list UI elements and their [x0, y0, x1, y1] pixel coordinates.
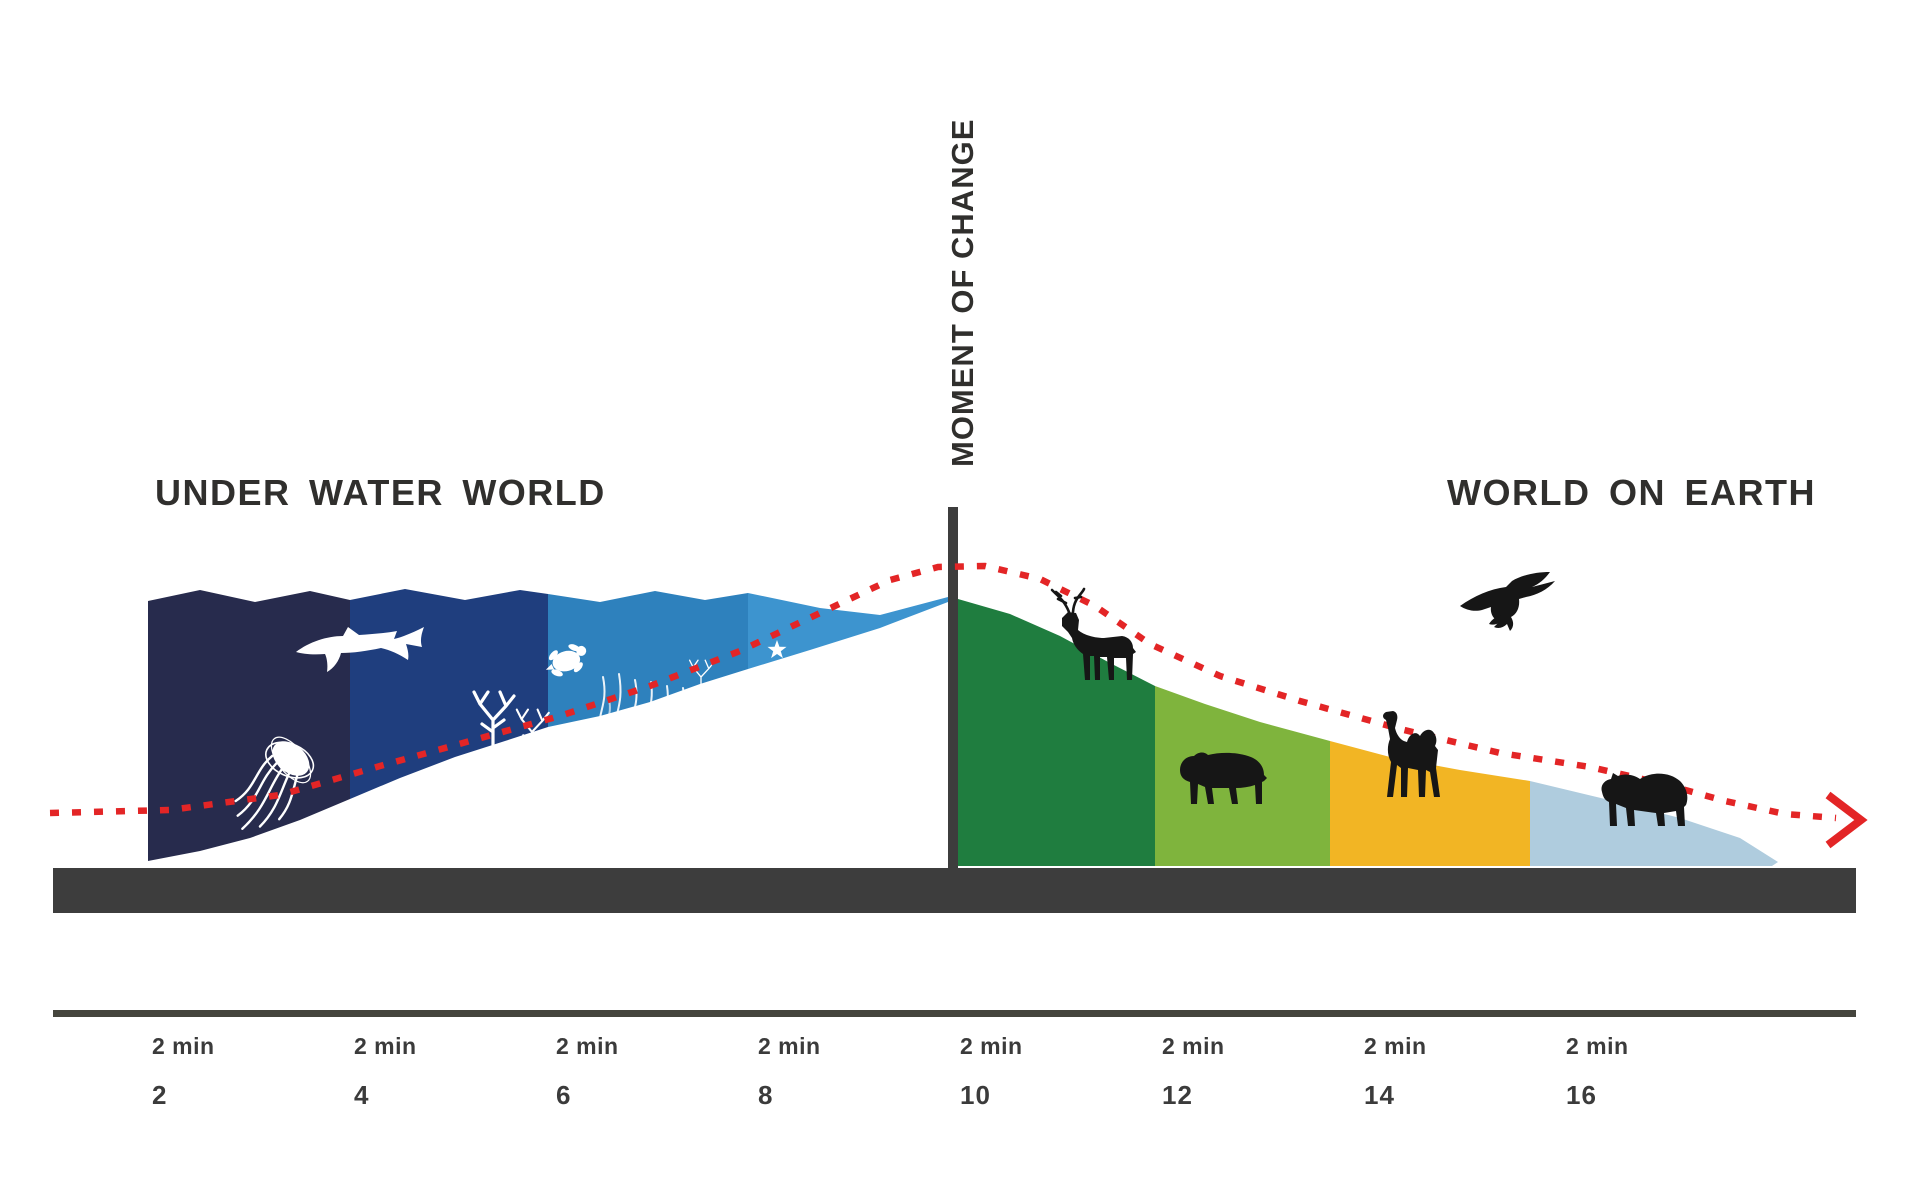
timeline-segment: 2 min 4 — [354, 1033, 417, 1111]
segment-elapsed: 10 — [960, 1080, 991, 1110]
coral-icon — [472, 690, 516, 748]
underwater-band-4 — [748, 593, 948, 669]
dog-icon — [1180, 752, 1267, 804]
timeline-segment: 2 min 8 — [758, 1033, 821, 1111]
moment-of-change-bar — [948, 507, 958, 868]
bear-icon — [1601, 773, 1688, 826]
segment-elapsed: 16 — [1566, 1080, 1597, 1110]
segment-duration: 2 min — [758, 1033, 821, 1059]
segment-duration: 2 min — [354, 1033, 417, 1059]
underwater-band-1 — [148, 590, 350, 861]
timeline-axis — [53, 1010, 1856, 1017]
coral-icon — [688, 659, 715, 694]
segment-duration: 2 min — [960, 1033, 1023, 1059]
underwater-band-3 — [548, 591, 748, 727]
earth-band-3 — [1330, 741, 1530, 866]
segment-elapsed: 4 — [354, 1080, 370, 1110]
earth-band-4 — [1530, 781, 1778, 866]
timeline-segment: 2 min 16 — [1566, 1033, 1629, 1111]
segment-elapsed: 12 — [1162, 1080, 1193, 1110]
jellyfish-icon — [234, 736, 315, 830]
underwater-title: UNDER WATER WORLD — [155, 472, 606, 513]
segment-duration: 2 min — [556, 1033, 619, 1059]
camel-icon — [1383, 711, 1440, 797]
timeline-segment: 2 min 6 — [556, 1033, 619, 1111]
segment-elapsed: 14 — [1364, 1080, 1395, 1110]
segment-elapsed: 8 — [758, 1080, 774, 1110]
segment-elapsed: 2 — [152, 1080, 168, 1110]
deer-icon — [1050, 587, 1136, 680]
timeline-segment: 2 min 2 — [152, 1033, 215, 1111]
eagle-icon — [1460, 572, 1555, 631]
moment-of-change-label: MOMENT OF CHANGE — [945, 118, 980, 467]
ground-bar — [53, 868, 1856, 913]
timeline-segment: 2 min 10 — [960, 1033, 1023, 1111]
seaweed-icon — [597, 673, 685, 745]
timeline-segment: 2 min 14 — [1364, 1033, 1427, 1111]
segment-duration: 2 min — [152, 1033, 215, 1059]
turtle-icon — [545, 644, 587, 677]
segment-duration: 2 min — [1566, 1033, 1629, 1059]
timeline-segment: 2 min 12 — [1162, 1033, 1225, 1111]
shark-icon — [296, 627, 424, 672]
arrow-right-icon — [1825, 791, 1868, 849]
earth-title: WORLD ON EARTH — [1447, 472, 1816, 513]
earth-band-1 — [958, 599, 1155, 866]
starfish-icon — [767, 640, 787, 659]
journey-curve — [49, 562, 1837, 822]
segment-elapsed: 6 — [556, 1080, 572, 1110]
segment-duration: 2 min — [1364, 1033, 1427, 1059]
segment-duration: 2 min — [1162, 1033, 1225, 1059]
